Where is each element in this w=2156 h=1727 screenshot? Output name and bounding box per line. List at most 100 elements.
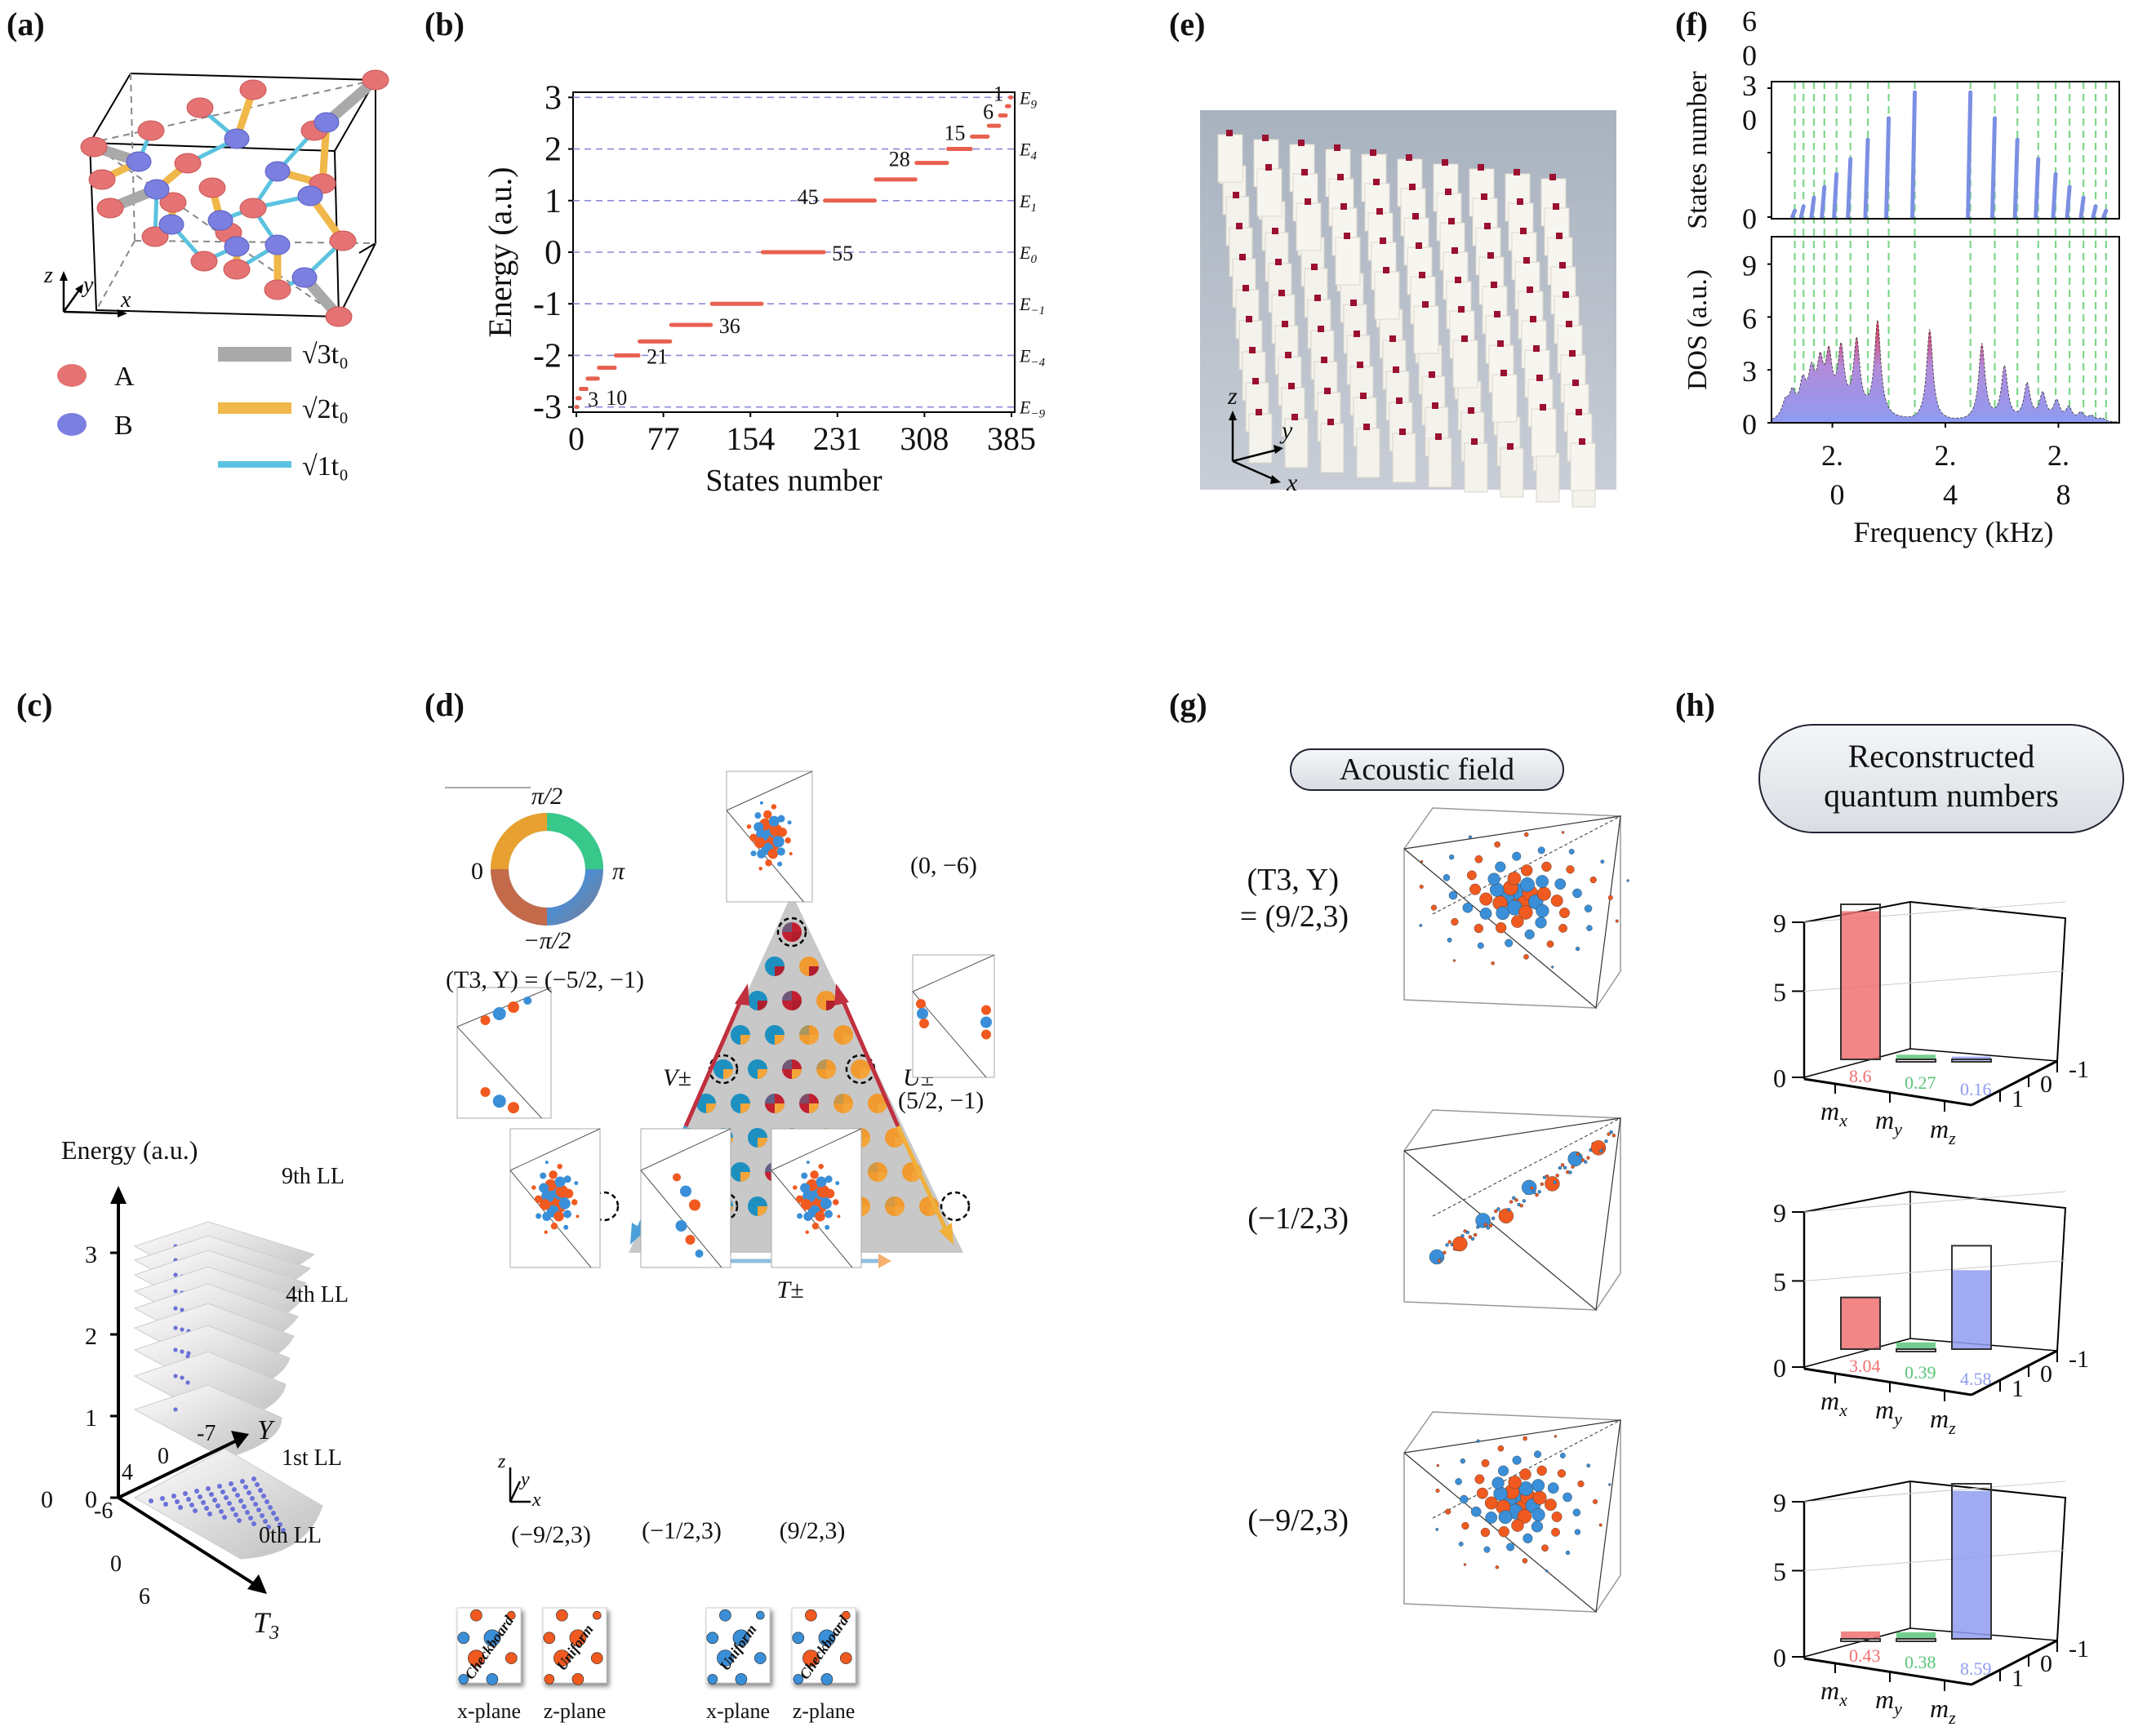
z-tick-label: 9 — [1773, 908, 1786, 938]
field-dot — [818, 1163, 824, 1170]
field-dot — [1460, 1234, 1465, 1238]
plane-dot — [543, 1632, 556, 1645]
weight-state — [713, 1059, 733, 1079]
field-dot — [534, 1195, 543, 1204]
depth-tick-label: 0 — [2040, 1650, 2052, 1677]
category-label: mz — [1930, 1404, 1956, 1438]
resonator-cap — [1393, 366, 1399, 373]
category-label: my — [1875, 1685, 1902, 1719]
state-dot — [216, 1503, 220, 1508]
resonator-cap — [1301, 169, 1308, 175]
resonator-cap — [1572, 380, 1579, 386]
field-dot — [1448, 854, 1455, 860]
resonator-cap — [1239, 254, 1246, 260]
field-dot — [1496, 906, 1510, 921]
field-dot — [1498, 1510, 1513, 1525]
state-dot — [263, 1519, 268, 1524]
resonator-cap — [1514, 169, 1520, 175]
field-dot — [1495, 861, 1506, 872]
state-dot — [256, 1507, 261, 1512]
field-dot — [1530, 1186, 1534, 1190]
y-tick-label: -3 — [533, 389, 562, 427]
field-dot — [553, 1211, 564, 1222]
resonator — [1284, 418, 1309, 468]
field-dot — [789, 852, 793, 856]
depth-tick-label: -1 — [2069, 1056, 2089, 1083]
resonator — [1217, 134, 1243, 183]
field-dot — [1460, 1494, 1469, 1504]
state-dot — [173, 1347, 178, 1352]
weight-state — [885, 1196, 905, 1216]
category-label: mx — [1820, 1676, 1847, 1710]
state-dot — [247, 1490, 251, 1495]
panel-label-h: (h) — [1675, 686, 1715, 723]
states-bar — [2101, 208, 2109, 220]
axis-triad: z y x — [43, 263, 131, 317]
weight-state — [748, 1128, 767, 1148]
axis-y-label: y — [1279, 417, 1293, 444]
resonator-cap — [1530, 316, 1536, 322]
resonator-cap — [1566, 321, 1572, 327]
x-axis — [1803, 1367, 1972, 1396]
resonator-cap — [1419, 272, 1425, 278]
u-arrow-down — [896, 1125, 949, 1234]
field-dot — [1443, 1250, 1447, 1254]
field-dot — [492, 1007, 506, 1020]
reconstructed-title-line1: Reconstructed — [1847, 738, 2035, 775]
field-dot — [1598, 1149, 1603, 1153]
resonator-cap — [1523, 257, 1530, 264]
y-tick-label: 0 — [1742, 104, 1757, 136]
field-dot — [825, 1224, 830, 1230]
resonator — [1356, 428, 1380, 478]
bar-value-label: 0.43 — [1849, 1645, 1881, 1666]
panel-label-b: (b) — [425, 6, 465, 42]
state-dot — [173, 1272, 178, 1277]
field-dot — [1602, 1147, 1606, 1151]
depth-tick-label: 1 — [2012, 1665, 2024, 1692]
site-a — [141, 226, 169, 247]
weight-state — [731, 1162, 750, 1182]
field-dot — [1491, 961, 1495, 966]
site-b — [144, 179, 170, 200]
degeneracy-label: 10 — [606, 386, 627, 410]
state-dot — [238, 1498, 243, 1503]
field-dot — [1496, 1207, 1500, 1211]
field-dot — [777, 815, 785, 823]
resonator-cap — [1265, 164, 1272, 171]
plane-dot — [544, 1674, 555, 1685]
field-dot — [563, 1175, 571, 1183]
state-dot — [261, 1494, 266, 1498]
x-axis-label: Frequency (kHz) — [1854, 516, 2054, 548]
grid — [1803, 1191, 2066, 1213]
resonator-cap — [1484, 223, 1491, 229]
field-dot — [1463, 1563, 1467, 1566]
field-dot — [816, 1176, 827, 1188]
field-dot — [1481, 1458, 1490, 1467]
field-dot — [1523, 1436, 1527, 1441]
x-axis — [1803, 1657, 1972, 1686]
states-bar — [1846, 157, 1853, 220]
phase-label-bottom: −π/2 — [523, 927, 571, 954]
site-b — [264, 234, 291, 255]
z-tick-label: 0 — [1773, 1353, 1786, 1383]
axis-x-label: x — [120, 287, 131, 313]
field-dot — [673, 1173, 681, 1182]
field-dot — [1537, 846, 1545, 855]
bar-expected-outline — [1840, 1296, 1881, 1351]
z-tick-label: 9 — [1773, 1198, 1786, 1228]
energy-tick-label: 0 — [85, 1486, 97, 1513]
state-dot — [219, 1509, 224, 1514]
axis-z-label: z — [43, 263, 53, 288]
site-a — [239, 79, 267, 100]
field-dot — [689, 1199, 700, 1211]
resonator-cap — [1576, 409, 1582, 415]
depth-axis — [1971, 1059, 2058, 1107]
field-dot — [1475, 1213, 1491, 1228]
field-dot — [1567, 1151, 1583, 1167]
site-a — [137, 120, 165, 141]
field-dot — [1563, 1165, 1567, 1170]
field-dot — [1522, 1199, 1527, 1203]
field-dot — [539, 1199, 551, 1210]
field-dot — [1483, 1223, 1487, 1227]
resonator-cap — [1540, 404, 1546, 411]
